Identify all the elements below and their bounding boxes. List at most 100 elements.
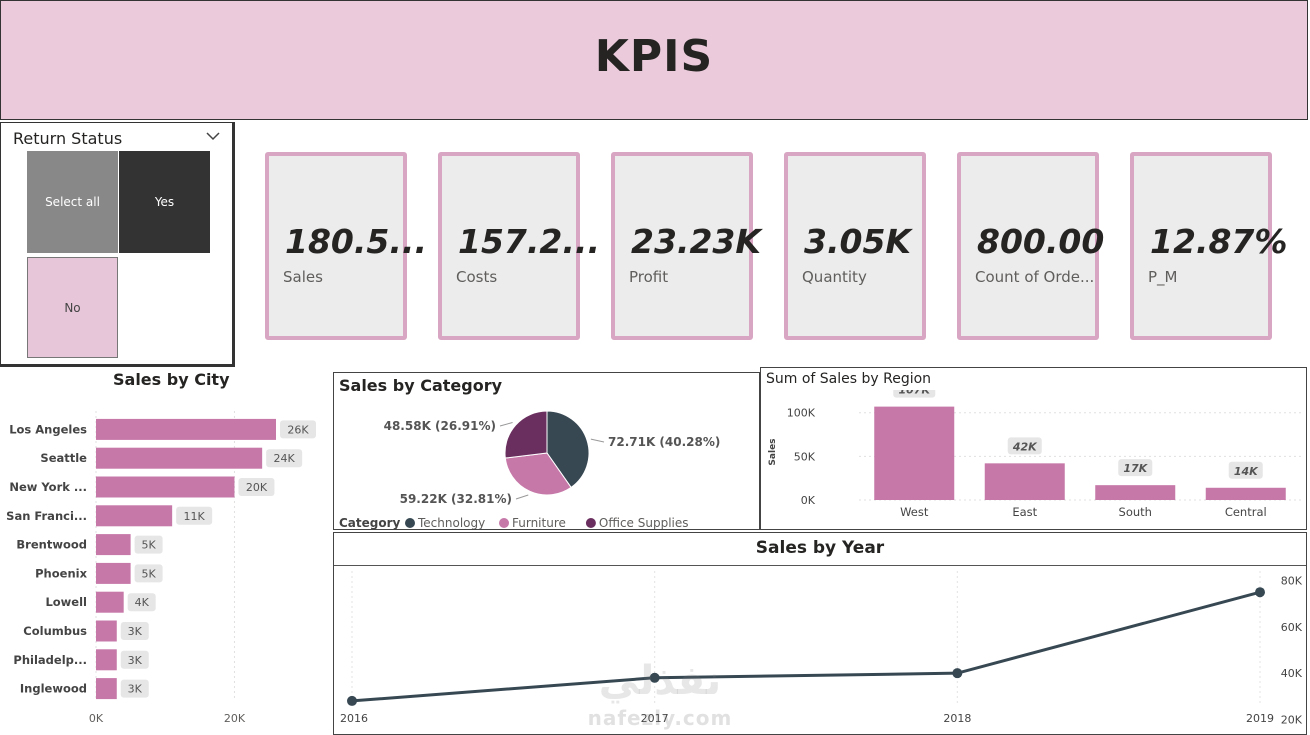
region-data-label: 14K <box>1234 465 1259 478</box>
city-bar <box>96 447 263 469</box>
pie-data-label: 48.58K (26.91%) <box>384 419 496 433</box>
watermark-url: nafezly.com <box>587 706 733 730</box>
chevron-down-icon[interactable] <box>206 129 220 143</box>
city-category-label: Lowell <box>45 595 87 609</box>
page-title: KPIS <box>594 31 714 82</box>
city-bar <box>96 620 117 642</box>
city-data-label-bg <box>120 679 149 698</box>
region-y-tick-label: 50K <box>794 450 816 463</box>
city-bar <box>96 476 235 498</box>
city-data-label-bg <box>120 650 149 669</box>
kpi-card-profit-margin: 12.87% P_M <box>1130 152 1287 340</box>
city-data-label: 3K <box>128 625 143 638</box>
city-data-label: 5K <box>142 567 157 580</box>
pie-legend-marker <box>499 518 509 528</box>
kpi-label: P_M <box>1148 268 1178 286</box>
city-bar <box>96 678 117 700</box>
kpi-value: 3.05K <box>804 222 911 261</box>
pie-slice <box>504 410 548 459</box>
kpi-value: 23.23K <box>631 222 761 261</box>
city-category-label: San Franci... <box>6 509 87 523</box>
city-data-label-bg <box>280 420 316 439</box>
slicer-title: Return Status <box>13 129 123 148</box>
region-chart-title: Sum of Sales by Region <box>766 371 932 387</box>
year-data-point <box>649 672 660 683</box>
kpi-value: 800.00 <box>977 222 1105 261</box>
pie-legend-marker <box>405 518 415 528</box>
kpi-label: Count of Orde... <box>975 268 1095 286</box>
city-data-label-bg <box>134 535 163 554</box>
city-bar <box>96 505 173 527</box>
return-status-slicer: Return Status Select all Yes No <box>0 122 235 367</box>
watermark-arabic: نفذلي <box>598 658 722 704</box>
category-chart-panel: Sales by Category 72.71K (40.28%) 59.22K … <box>333 372 760 530</box>
city-category-label: Philadelp... <box>13 653 87 667</box>
year-x-tick-label: 2016 <box>340 712 368 725</box>
pie-legend-title: Category <box>339 516 401 529</box>
pie-leader-line <box>590 438 605 443</box>
divider <box>334 565 1306 566</box>
slicer-option-yes[interactable]: Yes <box>119 151 210 253</box>
kpi-value: 12.87% <box>1150 222 1288 261</box>
year-y-tick-label: 20K <box>1281 713 1303 726</box>
city-data-label: 3K <box>128 654 143 667</box>
city-data-label: 5K <box>142 539 157 552</box>
city-category-label: Los Angeles <box>9 422 87 436</box>
kpi-value: 180.5... <box>285 222 427 261</box>
year-chart-panel: Sales by Year 20K 40K 60K 80K 2016 2017 2018 20… <box>333 532 1307 735</box>
kpi-label: Profit <box>629 268 669 286</box>
year-data-point <box>347 695 357 706</box>
city-bar <box>96 591 124 613</box>
slicer-option-label: Select all <box>45 195 100 209</box>
pie-legend-label: Technology <box>417 516 485 529</box>
region-bar <box>1095 485 1176 500</box>
region-bar <box>984 463 1065 500</box>
city-data-label: 20K <box>246 481 268 494</box>
sales-by-year-chart: 20K 40K 60K 80K 2016 2017 2018 2019 <box>340 571 1303 726</box>
pie-data-label: 59.22K (32.81%) <box>400 492 512 506</box>
region-y-tick-label: 100K <box>787 407 816 420</box>
city-chart-title: Sales by City <box>113 370 230 389</box>
pie-data-label: 72.71K (40.28%) <box>608 435 720 449</box>
region-x-tick-label: East <box>1012 505 1037 519</box>
kpi-card-profit: 23.23K Profit <box>611 152 761 340</box>
slicer-option-no[interactable]: No <box>27 257 118 358</box>
year-chart-title: Sales by Year <box>755 538 885 558</box>
sales-by-city-chart: 0K 20K Los Angeles 26K Seattle 24K New York ..… <box>6 411 316 725</box>
region-x-tick-label: West <box>900 505 929 519</box>
sum-of-sales-by-region-chart: Sales 0K 50K 100K 107K West 42K East 17K South 14K… <box>768 390 1301 519</box>
year-x-tick-label: 2017 <box>641 712 669 725</box>
city-data-label-bg <box>127 593 156 612</box>
city-category-label: Phoenix <box>35 566 87 580</box>
slicer-option-label: Yes <box>154 195 175 209</box>
slicer-option-label: No <box>64 300 81 315</box>
city-bar <box>96 534 131 556</box>
city-category-label: New York ... <box>9 480 87 494</box>
city-category-label: Inglewood <box>20 682 87 696</box>
kpi-label: Costs <box>456 268 498 286</box>
kpi-card-costs: 157.2... Costs <box>438 152 600 340</box>
city-x-tick-label: 0K <box>89 712 104 725</box>
region-data-label: 17K <box>1123 462 1148 475</box>
slicer-option-select-all[interactable]: Select all <box>27 151 118 253</box>
city-category-label: Columbus <box>23 624 87 638</box>
city-data-label-bg <box>176 506 213 525</box>
pie-slice <box>546 410 590 489</box>
city-data-label: 11K <box>184 510 206 523</box>
year-data-point <box>952 668 963 679</box>
city-data-label-bg <box>238 478 275 496</box>
region-x-tick-label: Central <box>1225 505 1267 519</box>
pie-slice <box>504 452 572 496</box>
year-y-tick-label: 80K <box>1281 575 1303 588</box>
city-data-label: 3K <box>128 683 143 696</box>
city-data-label: 24K <box>274 452 296 465</box>
category-chart-title: Sales by Category <box>339 376 503 395</box>
region-data-label: 107K <box>899 390 932 397</box>
city-category-label: Brentwood <box>16 538 87 552</box>
region-data-label-bg <box>1228 461 1263 479</box>
city-category-label: Seattle <box>40 451 87 465</box>
city-data-label: 26K <box>287 423 309 436</box>
kpi-label: Quantity <box>802 268 867 286</box>
year-series-line <box>351 590 1261 703</box>
watermark-logo: نفذلي nafezly.com <box>560 658 760 734</box>
